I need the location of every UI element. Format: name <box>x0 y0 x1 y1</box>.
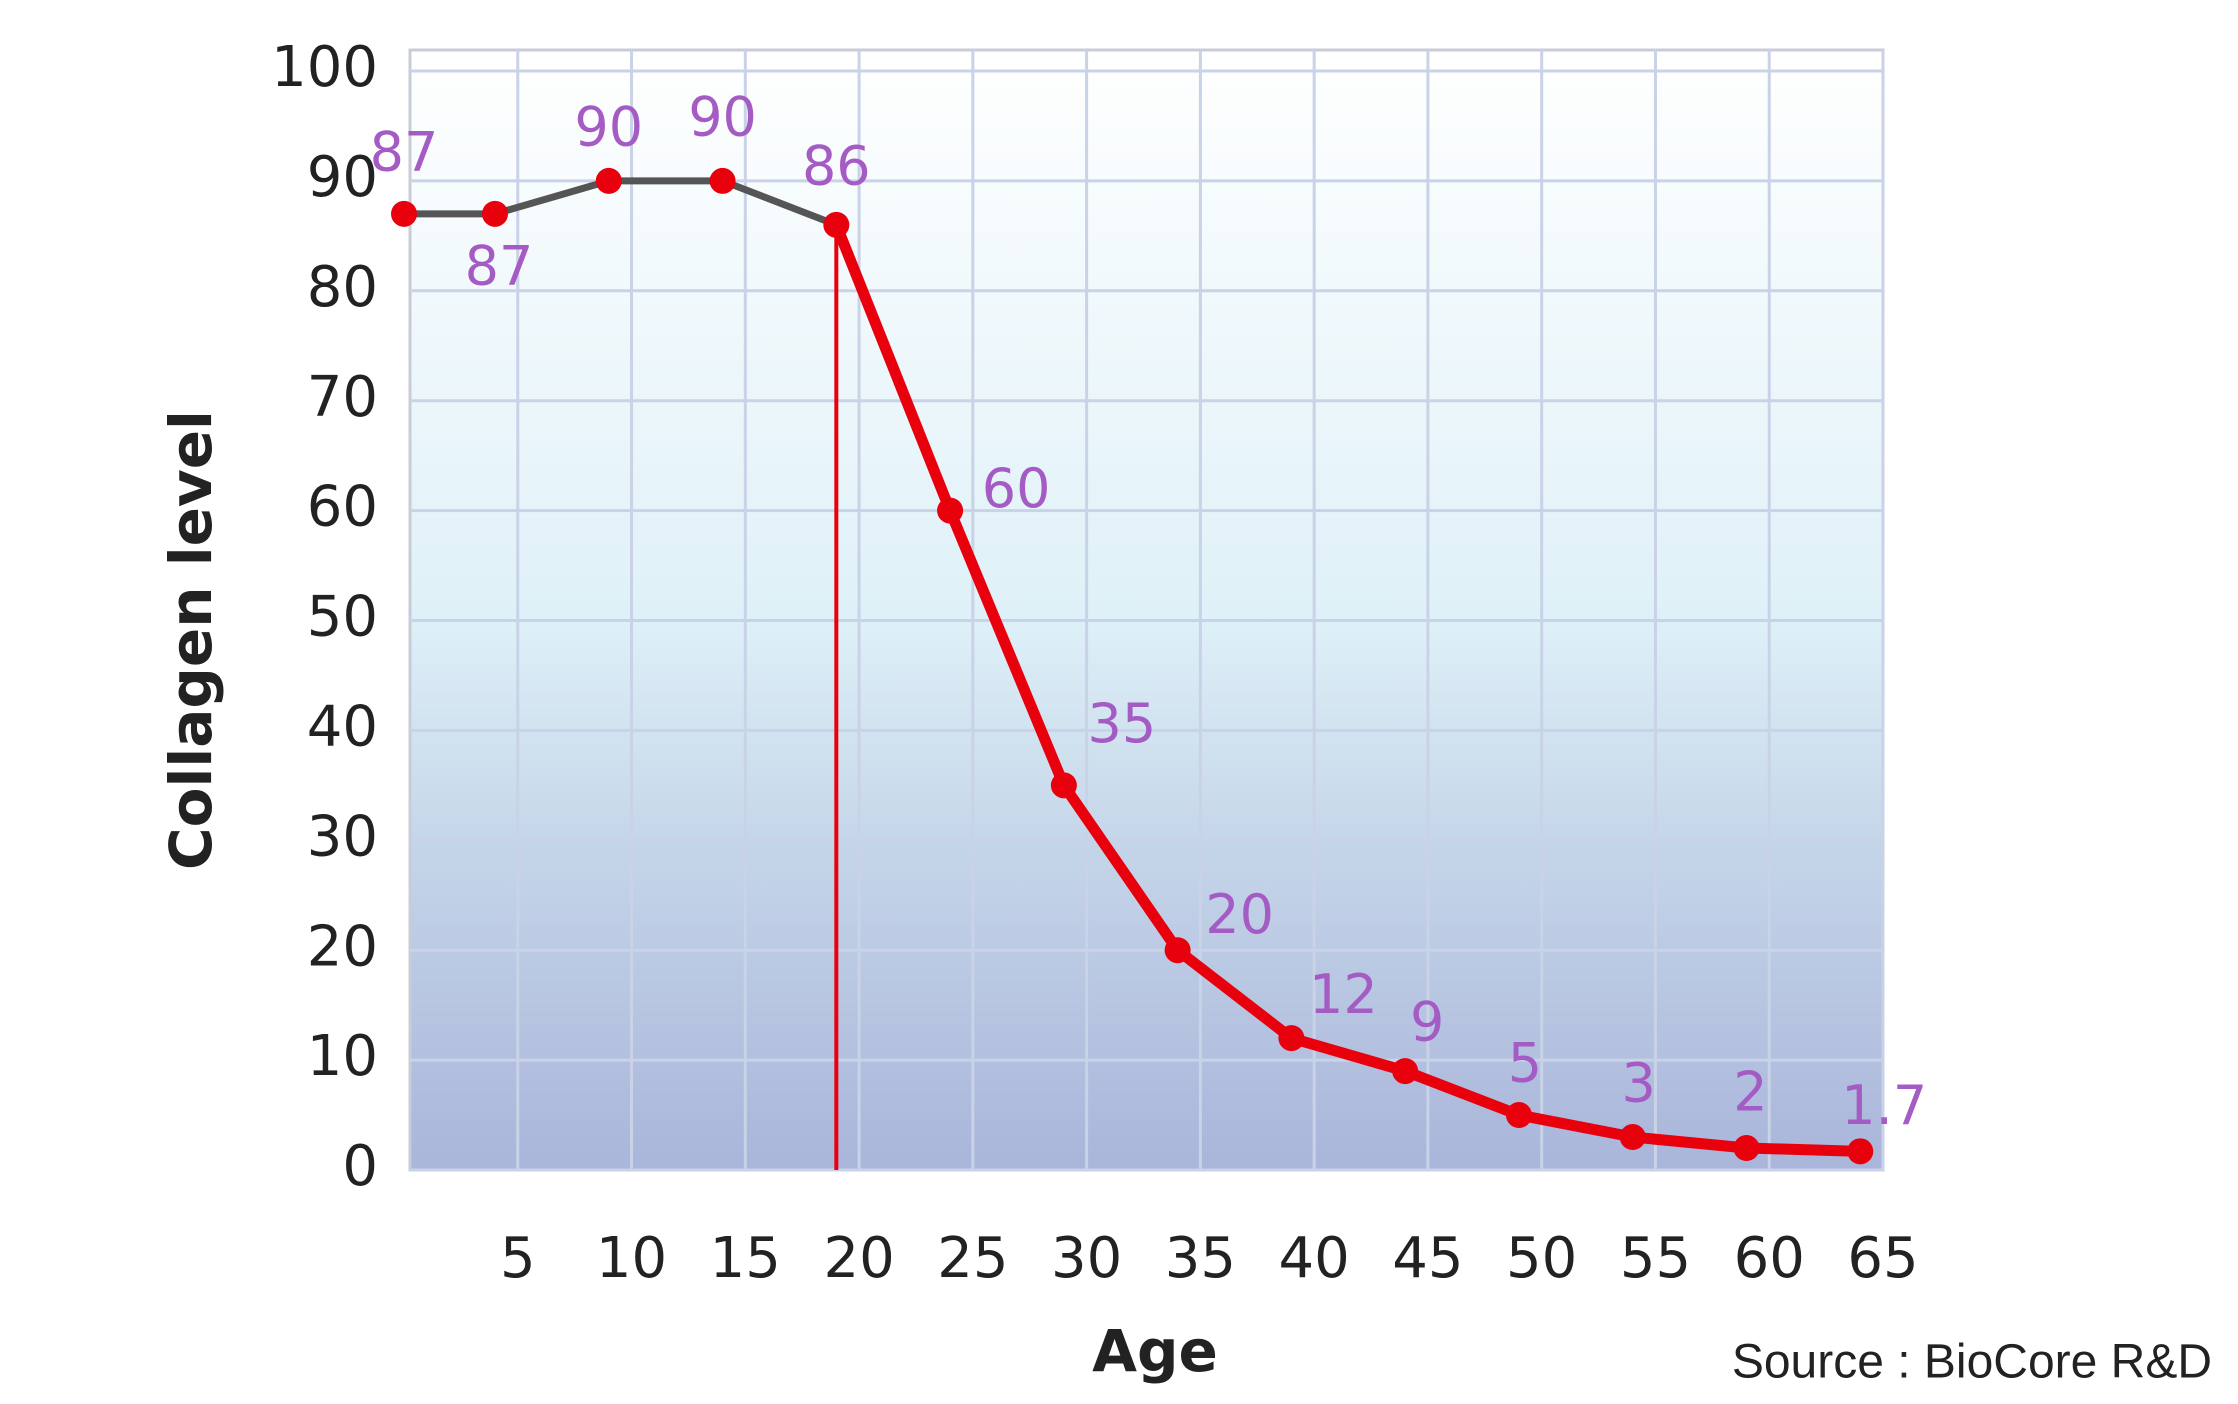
y-tick-label: 20 <box>307 914 378 979</box>
data-label: 35 <box>1088 692 1157 755</box>
data-label: 60 <box>982 457 1051 520</box>
data-label: 2 <box>1733 1061 1767 1124</box>
y-tick-label: 80 <box>307 255 378 320</box>
plot-area <box>408 48 1885 1172</box>
x-tick-label: 35 <box>1165 1226 1236 1291</box>
data-point <box>1619 1124 1646 1151</box>
data-label: 90 <box>574 96 643 159</box>
data-label: 86 <box>802 135 871 198</box>
x-tick-label: 65 <box>1847 1226 1918 1291</box>
data-point <box>1164 937 1191 964</box>
y-axis-title: Collagen level <box>157 410 225 870</box>
x-tick-label: 40 <box>1279 1226 1350 1291</box>
y-tick-label: 90 <box>307 145 378 210</box>
data-point <box>937 497 964 524</box>
y-tick-label: 10 <box>307 1024 378 1089</box>
data-point <box>1050 772 1077 799</box>
x-tick-label: 5 <box>500 1226 536 1291</box>
data-point <box>1392 1058 1419 1085</box>
x-axis-title: Age <box>1092 1317 1218 1385</box>
y-tick-label: 0 <box>342 1134 378 1199</box>
y-tick-label: 50 <box>307 585 378 650</box>
data-label: 1.7 <box>1841 1074 1927 1137</box>
x-tick-label: 10 <box>596 1226 667 1291</box>
data-label: 9 <box>1410 991 1444 1054</box>
source-note: Source : BioCore R&D <box>1732 1336 2212 1389</box>
x-tick-label: 20 <box>823 1226 894 1291</box>
x-tick-label: 25 <box>937 1226 1008 1291</box>
data-point <box>1278 1025 1305 1052</box>
y-tick-label: 30 <box>307 804 378 869</box>
data-label: 87 <box>465 235 534 298</box>
data-point <box>1847 1138 1874 1165</box>
data-point <box>823 211 850 238</box>
data-label: 3 <box>1622 1052 1656 1115</box>
data-label: 5 <box>1508 1032 1542 1095</box>
x-tick-label: 45 <box>1392 1226 1463 1291</box>
y-tick-label: 40 <box>307 695 378 760</box>
data-label: 90 <box>688 86 757 149</box>
data-point <box>1733 1135 1760 1162</box>
x-tick-label: 30 <box>1051 1226 1122 1291</box>
x-tick-label: 15 <box>710 1226 781 1291</box>
x-tick-label: 60 <box>1734 1226 1805 1291</box>
data-point <box>595 167 622 194</box>
x-tick-label: 50 <box>1506 1226 1577 1291</box>
y-tick-label: 60 <box>307 475 378 540</box>
highlight-line <box>831 222 1861 1157</box>
x-tick-label: 55 <box>1620 1226 1691 1291</box>
data-label: 87 <box>370 121 439 184</box>
data-point <box>391 200 417 227</box>
data-label: 12 <box>1309 963 1378 1026</box>
data-label: 20 <box>1205 883 1274 946</box>
data-point <box>1505 1102 1532 1129</box>
y-tick-label: 100 <box>271 35 378 100</box>
data-point <box>482 200 509 227</box>
data-point <box>709 167 736 194</box>
y-tick-label: 70 <box>307 365 378 430</box>
